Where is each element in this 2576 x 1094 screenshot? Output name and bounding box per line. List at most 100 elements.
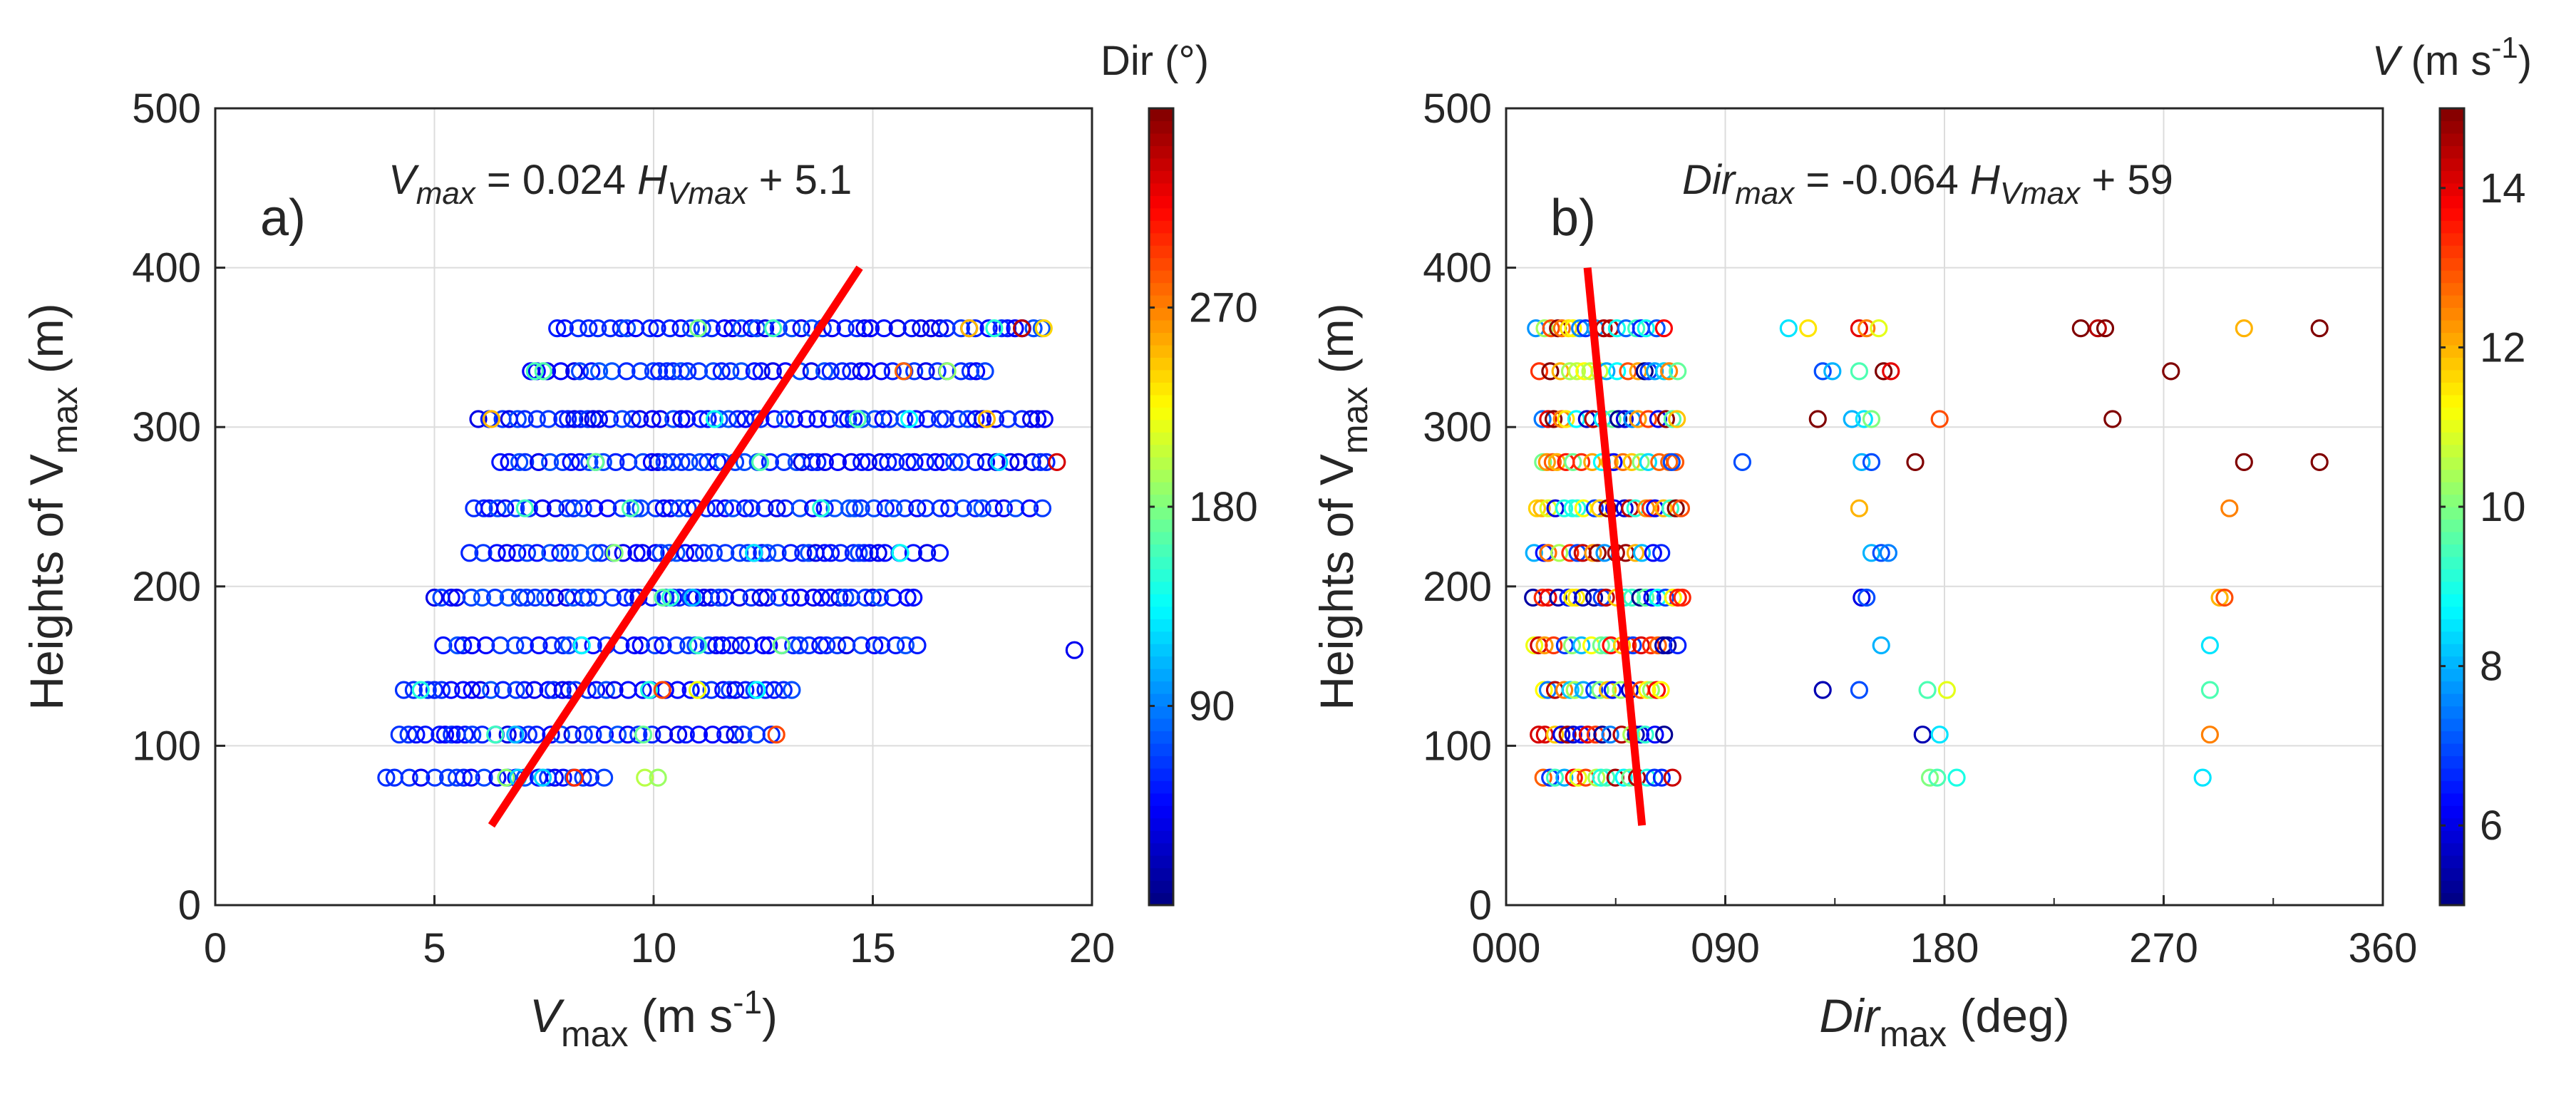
data-point: [1631, 588, 1649, 607]
data-point: [1882, 362, 1900, 381]
data-point: [706, 499, 726, 517]
y-tick-label: 200: [132, 564, 201, 610]
data-point: [952, 453, 971, 472]
data-point: [595, 726, 614, 744]
data-point: [2210, 588, 2229, 607]
y-tick-label: 100: [132, 723, 201, 769]
colorbar-segment: [1149, 444, 1173, 458]
data-point: [1779, 319, 1798, 338]
data-point: [632, 636, 650, 655]
data-point: [1659, 636, 1677, 655]
data-point: [772, 636, 790, 655]
data-point: [902, 319, 921, 338]
data-point: [1671, 499, 1690, 517]
data-point: [498, 544, 516, 562]
data-point: [689, 726, 709, 744]
data-point: [634, 681, 652, 699]
data-point: [539, 681, 557, 699]
data-point: [462, 768, 480, 787]
data-point: [699, 636, 718, 655]
colorbar-segment: [1149, 270, 1173, 284]
data-point: [994, 499, 1013, 517]
data-point: [876, 499, 895, 517]
data-point: [621, 499, 640, 517]
colorbar-segment: [2440, 170, 2464, 184]
y-tick-label: 500: [1423, 86, 1492, 132]
data-point: [526, 588, 545, 607]
data-point: [1654, 499, 1673, 517]
data-point: [625, 636, 644, 655]
panel-a-points: [377, 319, 1084, 787]
data-point: [530, 636, 548, 655]
data-point: [516, 453, 535, 472]
data-point: [790, 636, 809, 655]
panel-b-points: [1524, 319, 2329, 787]
data-point: [1609, 410, 1628, 428]
data-point: [840, 499, 859, 517]
data-point: [655, 453, 674, 472]
data-point: [1614, 768, 1633, 787]
data-point: [2096, 319, 2115, 338]
data-point: [681, 319, 701, 338]
colorbar-segment: [2440, 207, 2464, 221]
data-point: [930, 544, 949, 562]
data-point: [580, 453, 599, 472]
data-point: [636, 768, 654, 787]
data-point: [1035, 410, 1053, 428]
data-point: [1608, 362, 1627, 381]
data-point: [852, 362, 870, 381]
data-point: [1593, 726, 1612, 744]
data-point: [1048, 453, 1066, 472]
colorbar-segment: [2440, 556, 2464, 569]
data-point: [496, 499, 515, 517]
data-point: [855, 544, 874, 562]
colorbar-segment: [2440, 631, 2464, 644]
data-point: [2200, 636, 2219, 655]
data-point: [617, 362, 636, 381]
data-point: [986, 410, 1005, 428]
data-point: [1629, 410, 1647, 428]
data-point: [1632, 453, 1650, 472]
ylabel-a-unit: (m): [20, 303, 73, 386]
data-point: [482, 410, 501, 428]
data-point: [808, 453, 827, 472]
panel-b-y-ticks: 0 100 200 300 400 500: [1423, 86, 1516, 929]
data-point: [742, 588, 761, 607]
data-point: [643, 410, 661, 428]
colorbar-segment: [1149, 693, 1173, 707]
colorbar-segment: [1149, 394, 1173, 408]
data-point: [758, 588, 776, 607]
data-point: [565, 410, 584, 428]
data-point: [917, 362, 935, 381]
data-point: [702, 681, 721, 699]
data-point: [1557, 410, 1575, 428]
data-point: [1813, 681, 1832, 699]
colorbar-segment: [2440, 257, 2464, 271]
cbar-b-main: V: [2372, 38, 2404, 84]
data-point: [1552, 319, 1571, 338]
colorbar-segment: [2440, 394, 2464, 408]
data-point: [448, 636, 467, 655]
data-point: [918, 410, 937, 428]
data-point: [763, 362, 782, 381]
data-point: [847, 319, 866, 338]
data-point: [648, 319, 666, 338]
data-point: [1549, 588, 1567, 607]
data-point: [554, 636, 572, 655]
cbar-b-unit: (m s: [2400, 38, 2492, 84]
data-point: [613, 410, 632, 428]
data-point: [758, 544, 777, 562]
colorbar-segment: [1149, 606, 1173, 619]
data-point: [716, 726, 735, 744]
data-point: [883, 362, 902, 381]
panel-b-label: b): [1550, 190, 1596, 247]
data-point: [539, 410, 558, 428]
data-point: [1567, 588, 1585, 607]
data-point: [1858, 588, 1876, 607]
colorbar-segment: [1149, 170, 1173, 184]
data-point: [400, 768, 418, 787]
colorbar-segment: [2440, 718, 2464, 732]
colorbar-segment: [1149, 382, 1173, 396]
data-point: [710, 410, 728, 428]
data-point: [1563, 499, 1582, 517]
